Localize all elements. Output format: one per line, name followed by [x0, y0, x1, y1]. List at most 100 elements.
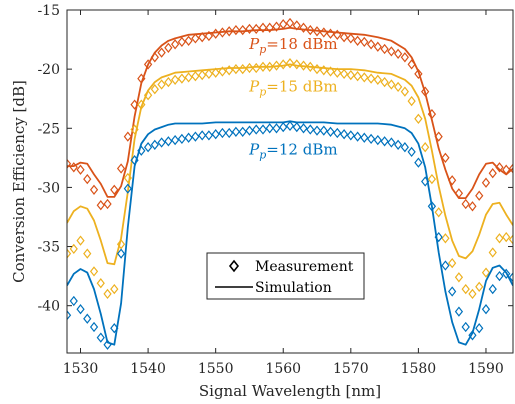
measurement-point [387, 46, 396, 57]
measurement-point [103, 288, 112, 300]
x-axis-label: Signal Wavelength [nm] [199, 382, 381, 400]
measurement-point [265, 22, 274, 33]
measurement-point [400, 86, 409, 97]
measurement-point [258, 124, 268, 135]
measurement-point [157, 137, 166, 148]
measurement-point [191, 131, 200, 142]
measurement-point [130, 124, 139, 135]
measurement-point [69, 295, 78, 307]
measurement-point [407, 95, 416, 107]
measurement-point [177, 73, 186, 84]
measurement-point [292, 59, 301, 70]
measurement-point [427, 201, 437, 212]
measurement-point [265, 61, 274, 72]
measurement-point [89, 266, 99, 277]
measurement-point [272, 123, 281, 134]
measurement-point [116, 163, 126, 174]
measurement-point [211, 129, 220, 140]
measurement-point [373, 74, 382, 85]
series-3 [67, 120, 513, 350]
measurement-point [373, 41, 382, 52]
measurement-point [83, 173, 92, 185]
measurement-point [171, 134, 180, 146]
measurement-point [143, 59, 153, 70]
measurement-point [333, 67, 342, 78]
measurement-point [488, 283, 497, 295]
measurement-point [171, 39, 180, 50]
measurement-point [204, 130, 214, 141]
measurement-point [137, 99, 146, 110]
measurement-point [312, 26, 322, 37]
measurement-point [326, 66, 335, 77]
measurement-point [89, 184, 99, 195]
measurement-point [292, 20, 301, 31]
series-2 [67, 58, 513, 300]
x-tick-label: 1580 [401, 361, 437, 377]
measurement-point [441, 233, 450, 244]
measurement-point [475, 190, 484, 201]
measurement-point [366, 133, 376, 145]
y-tick-label: -20 [37, 62, 60, 78]
x-tick-label: 1590 [468, 361, 504, 377]
measurement-point [110, 283, 119, 295]
measurement-point [481, 177, 491, 188]
measurement-point [252, 62, 261, 74]
measurement-point [427, 173, 437, 185]
measurement-point [495, 233, 504, 244]
measurement-point [258, 22, 268, 33]
measurement-point [461, 283, 470, 295]
measurement-point [69, 162, 78, 173]
measurement-point [339, 32, 349, 43]
measurement-point [326, 28, 335, 39]
measurement-point [434, 131, 443, 142]
measurement-point [346, 130, 355, 141]
measurement-point [238, 63, 247, 75]
measurement-point [184, 35, 193, 46]
measurement-point [400, 52, 409, 63]
measurement-point [116, 248, 126, 259]
measurement-point [333, 127, 342, 139]
measurement-point [366, 73, 376, 84]
measurement-point [360, 132, 369, 143]
measurement-point [353, 131, 362, 142]
measurement-point [292, 121, 301, 133]
measurement-point [279, 59, 288, 70]
measurement-point [285, 58, 295, 69]
measurement-point [319, 27, 328, 38]
measurement-point [96, 332, 105, 343]
measurement-point [67, 248, 72, 259]
measurement-point [312, 125, 322, 136]
measurement-point [299, 22, 308, 33]
measurement-point [502, 268, 511, 279]
measurement-point [326, 126, 335, 137]
measurement-point [164, 136, 173, 147]
measurement-point [198, 32, 207, 43]
measurement-point [143, 90, 153, 101]
measurement-point [150, 52, 159, 63]
measurement-point [508, 234, 513, 245]
legend-box [206, 252, 365, 300]
measurement-point [231, 126, 241, 137]
measurement-point [272, 60, 281, 71]
x-tick-label: 1530 [63, 361, 99, 377]
measurement-point [272, 21, 281, 32]
measurement-point [231, 63, 241, 75]
measurement-point [502, 164, 511, 175]
measurement-point [333, 29, 342, 40]
y-tick-label: -40 [37, 299, 60, 315]
measurement-point [211, 67, 220, 78]
measurement-point [441, 260, 450, 271]
measurement-point [83, 313, 92, 324]
measurement-point [110, 184, 119, 195]
legend-label: Measurement [255, 259, 354, 275]
measurement-point [454, 306, 464, 317]
measurement-point [218, 66, 227, 77]
measurement-point [306, 24, 315, 36]
measurement-point [285, 120, 295, 132]
measurement-point [245, 62, 254, 74]
measurement-point [285, 17, 295, 29]
measurement-point [171, 74, 180, 85]
measurement-point [373, 134, 382, 146]
measurement-point [137, 73, 146, 84]
measurement-point [306, 124, 315, 135]
